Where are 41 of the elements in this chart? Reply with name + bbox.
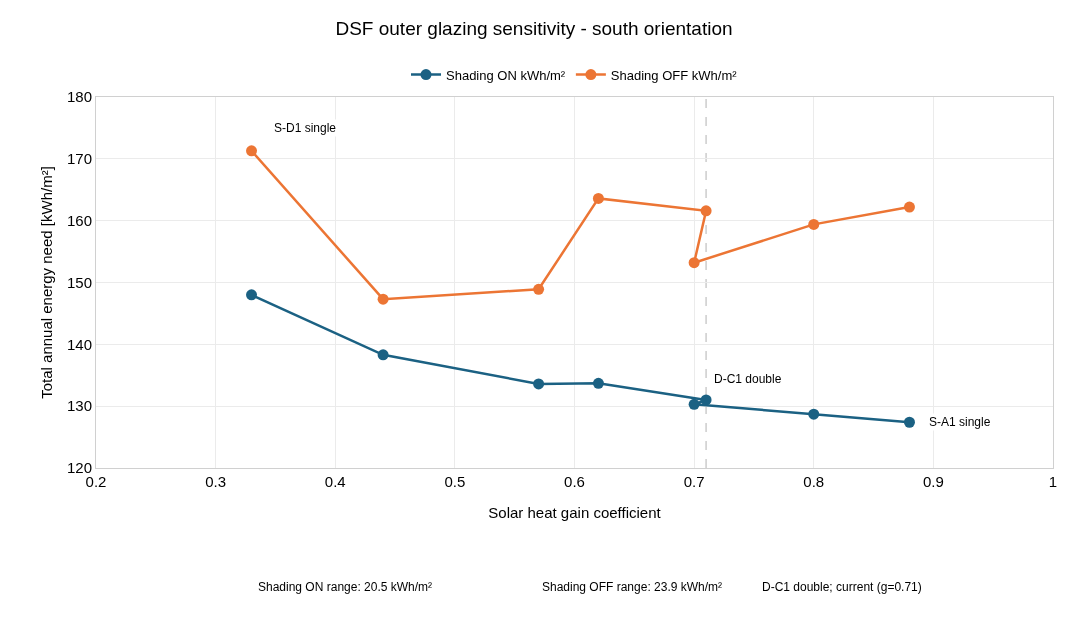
point: [903, 201, 915, 213]
point: [533, 283, 545, 295]
x-tick-label: 0.7: [683, 473, 705, 490]
point: [246, 145, 258, 157]
point: [688, 257, 700, 269]
x-tick-label: 0.4: [324, 473, 346, 490]
x-tick-label: 0.8: [803, 473, 825, 490]
point: [377, 293, 389, 305]
chart-title: DSF outer glazing sensitivity - south orientation: [335, 17, 733, 39]
text: Shading OFF range: 23.9 kWh/m²: [542, 580, 723, 594]
x-tick-label: 0.5: [444, 473, 466, 490]
y-tick-label: 170: [66, 150, 92, 168]
text: D-C1 double; current (g=0.71): [762, 580, 922, 594]
point: [808, 408, 820, 420]
x-axis-title: Solar heat gain coefficient: [488, 504, 662, 521]
legend-label: Shading OFF kWh/m²: [610, 67, 738, 83]
text: Shading ON range: 20.5 kWh/m²: [258, 580, 433, 594]
y-tick-label: 180: [66, 88, 92, 106]
point: [592, 192, 604, 204]
x-tick-label: 0.6: [564, 473, 585, 490]
y-tick-label: 160: [66, 211, 92, 229]
annotation: S-A1 single: [929, 415, 991, 429]
point: [377, 349, 389, 361]
point: [700, 205, 712, 217]
point: [688, 398, 700, 410]
point: [808, 218, 820, 230]
y-tick-label: 150: [66, 273, 92, 291]
point: [592, 377, 604, 389]
point: [533, 378, 545, 390]
point: [246, 289, 258, 301]
annotation: S-D1 single: [274, 121, 337, 135]
x-tick-label: 1: [1048, 473, 1058, 490]
x-tick-label: 0.3: [205, 473, 227, 490]
annotation: D-C1 double: [714, 372, 782, 386]
y-axis-title: Total annual energy need [kWh/m²]: [38, 166, 56, 399]
point: [903, 416, 915, 428]
point: [700, 394, 712, 406]
y-tick-label: 130: [66, 397, 92, 415]
legend-label: Shading ON kWh/m²: [446, 67, 566, 83]
y-tick-label: 140: [66, 335, 92, 353]
x-tick-label: 0.9: [922, 473, 944, 490]
